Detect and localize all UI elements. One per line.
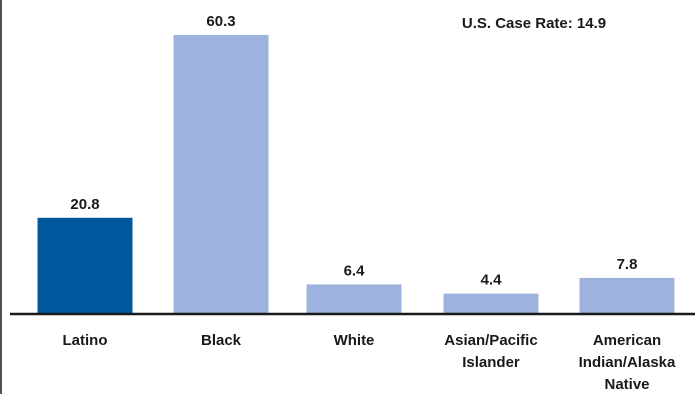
value-labels-layer: 20.8 60.3 6.4 4.4 7.8 — [70, 13, 637, 289]
category-label-white: White — [334, 332, 375, 349]
category-label-asian-pacific-islander-line-2: Islander — [462, 354, 520, 371]
category-label-black: Black — [201, 332, 242, 349]
value-label-black: 60.3 — [206, 13, 235, 30]
category-label-american-indian-alaska-native-line-3: Native — [604, 376, 649, 393]
us-case-rate-annotation: U.S. Case Rate: 14.9 — [462, 15, 606, 32]
value-label-white: 6.4 — [344, 262, 366, 279]
bars-layer — [37, 35, 675, 314]
category-label-latino: Latino — [63, 332, 108, 349]
bar-asian-pacific-islander — [443, 293, 539, 314]
bar-black — [173, 35, 269, 314]
category-labels-layer: Latino Black White Asian/Pacific Islander Ame… — [63, 332, 677, 393]
value-label-american-indian-alaska-native: 7.8 — [617, 256, 638, 273]
category-label-american-indian-alaska-native-line-1: American — [593, 332, 661, 349]
value-label-asian-pacific-islander: 4.4 — [481, 272, 503, 289]
bar-american-indian-alaska-native — [579, 277, 675, 314]
category-label-asian-pacific-islander-line-1: Asian/Pacific — [444, 332, 537, 349]
bar-white — [306, 284, 402, 314]
value-label-latino: 20.8 — [70, 196, 99, 213]
category-label-american-indian-alaska-native-line-2: Indian/Alaska — [579, 354, 676, 371]
bar-latino — [37, 217, 133, 314]
